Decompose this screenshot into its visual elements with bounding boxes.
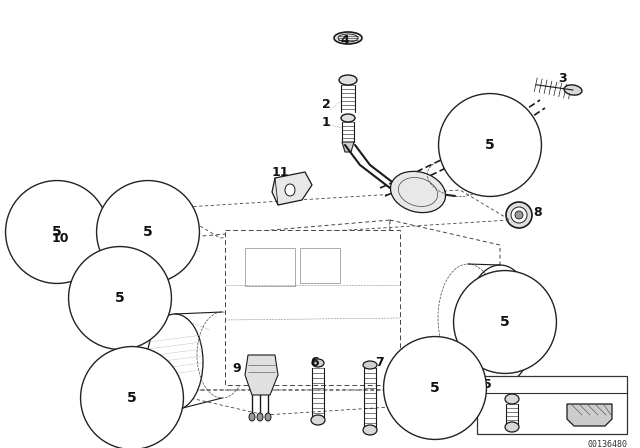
Text: 4: 4 [340, 34, 349, 47]
Text: 5: 5 [127, 391, 137, 405]
Text: 2: 2 [322, 99, 331, 112]
Ellipse shape [506, 202, 532, 228]
Polygon shape [272, 172, 312, 205]
Text: 5: 5 [500, 315, 510, 329]
Text: 8: 8 [533, 207, 541, 220]
Ellipse shape [363, 425, 377, 435]
Polygon shape [342, 142, 354, 152]
Ellipse shape [390, 172, 445, 213]
Ellipse shape [564, 85, 582, 95]
Text: 5: 5 [430, 381, 440, 395]
Ellipse shape [341, 114, 355, 122]
Text: 11: 11 [272, 165, 289, 178]
Text: 3: 3 [558, 72, 566, 85]
Polygon shape [75, 252, 97, 282]
Text: 00136480: 00136480 [587, 440, 627, 448]
Text: 6: 6 [310, 356, 319, 369]
Text: 9: 9 [232, 362, 241, 375]
Ellipse shape [265, 413, 271, 421]
Ellipse shape [511, 207, 527, 223]
Polygon shape [567, 404, 612, 426]
Ellipse shape [505, 422, 519, 432]
Bar [300, 248, 340, 283]
Ellipse shape [311, 415, 325, 425]
Bar [477, 376, 627, 434]
Ellipse shape [334, 32, 362, 44]
Text: 10: 10 [52, 232, 70, 245]
Ellipse shape [339, 75, 357, 85]
Ellipse shape [147, 314, 203, 410]
Text: 5: 5 [485, 138, 495, 152]
Text: 1: 1 [322, 116, 331, 129]
Ellipse shape [257, 413, 263, 421]
Polygon shape [155, 220, 390, 390]
Bar [225, 230, 400, 385]
Ellipse shape [363, 361, 377, 369]
Bar [245, 248, 295, 286]
Ellipse shape [312, 359, 324, 367]
Text: 7: 7 [375, 356, 384, 369]
Ellipse shape [515, 211, 523, 219]
Text: 5: 5 [483, 378, 492, 391]
Text: 5: 5 [115, 291, 125, 305]
Ellipse shape [465, 265, 535, 385]
Ellipse shape [249, 413, 255, 421]
Polygon shape [245, 355, 278, 395]
Ellipse shape [505, 394, 519, 404]
Text: 5: 5 [52, 225, 62, 239]
Text: 5: 5 [143, 225, 153, 239]
Polygon shape [390, 220, 500, 400]
Bar [80, 260, 92, 274]
Ellipse shape [285, 184, 295, 196]
